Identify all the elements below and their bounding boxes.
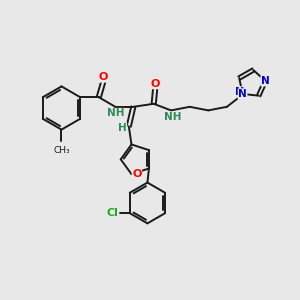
Text: NH: NH: [164, 112, 182, 122]
Text: O: O: [99, 72, 108, 82]
Text: Cl: Cl: [106, 208, 118, 218]
Text: H: H: [118, 123, 127, 133]
Text: O: O: [132, 169, 142, 179]
Text: N: N: [238, 89, 247, 99]
Text: N: N: [261, 76, 270, 86]
Text: CH₃: CH₃: [53, 146, 70, 155]
Text: O: O: [151, 79, 160, 89]
Text: NH: NH: [106, 108, 124, 118]
Text: N: N: [235, 87, 244, 97]
